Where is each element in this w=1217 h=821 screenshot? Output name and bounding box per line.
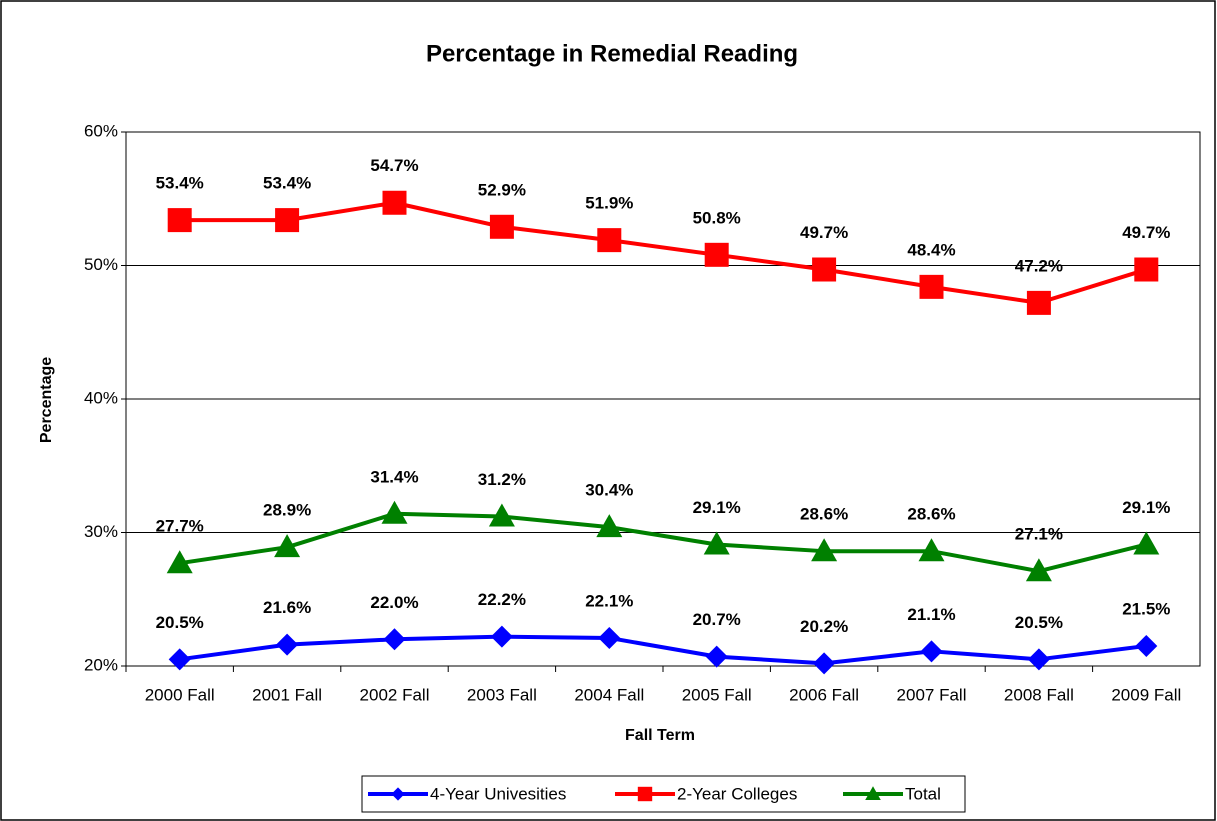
legend-marker bbox=[391, 787, 405, 801]
data-point bbox=[920, 640, 943, 663]
y-tick-label: 60% bbox=[84, 121, 118, 140]
data-label: 22.1% bbox=[585, 591, 633, 610]
data-point bbox=[1027, 648, 1050, 671]
data-label: 20.5% bbox=[1015, 613, 1063, 632]
data-point bbox=[1135, 634, 1158, 657]
y-tick-label: 40% bbox=[84, 388, 118, 407]
data-point bbox=[811, 538, 838, 562]
data-label: 20.2% bbox=[800, 617, 848, 636]
data-point bbox=[166, 550, 193, 574]
data-label: 28.9% bbox=[263, 501, 311, 520]
data-label: 31.4% bbox=[370, 467, 418, 486]
y-axis-title: Percentage bbox=[38, 357, 55, 443]
legend-marker bbox=[637, 786, 653, 802]
data-point bbox=[597, 228, 622, 253]
x-tick-label: 2000 Fall bbox=[145, 685, 215, 704]
data-point bbox=[919, 274, 944, 299]
data-label: 29.1% bbox=[693, 498, 741, 517]
data-point bbox=[488, 503, 515, 527]
chart-title: Percentage in Remedial Reading bbox=[426, 40, 798, 67]
x-tick-label: 2005 Fall bbox=[682, 685, 752, 704]
data-label: 47.2% bbox=[1015, 256, 1063, 275]
legend-label: Total bbox=[905, 784, 941, 803]
data-point bbox=[383, 628, 406, 651]
data-point bbox=[1134, 257, 1159, 282]
data-label: 49.7% bbox=[800, 223, 848, 242]
series-line bbox=[179, 511, 1147, 574]
legend-label: 2-Year Colleges bbox=[677, 784, 797, 803]
data-label: 53.4% bbox=[263, 174, 311, 193]
x-tick-label: 2003 Fall bbox=[467, 685, 537, 704]
data-label: 20.7% bbox=[693, 610, 741, 629]
x-tick-label: 2009 Fall bbox=[1111, 685, 1181, 704]
data-point bbox=[381, 500, 408, 524]
x-tick-label: 2002 Fall bbox=[360, 685, 430, 704]
data-label: 28.6% bbox=[907, 505, 955, 524]
data-label: 22.2% bbox=[478, 590, 526, 609]
data-label: 22.0% bbox=[370, 593, 418, 612]
data-point bbox=[275, 208, 300, 233]
x-axis-title: Fall Term bbox=[625, 727, 695, 744]
data-label: 27.7% bbox=[156, 517, 204, 536]
data-point bbox=[1026, 290, 1051, 315]
series-line bbox=[179, 634, 1147, 666]
data-label: 29.1% bbox=[1122, 498, 1170, 517]
legend-marker bbox=[865, 786, 881, 800]
x-tick-label: 2001 Fall bbox=[252, 685, 322, 704]
data-label: 28.6% bbox=[800, 505, 848, 524]
x-tick-label: 2004 Fall bbox=[574, 685, 644, 704]
data-point bbox=[703, 531, 730, 555]
data-point bbox=[489, 214, 514, 239]
data-label: 20.5% bbox=[156, 613, 204, 632]
data-point bbox=[168, 648, 191, 671]
data-label: 49.7% bbox=[1122, 223, 1170, 242]
data-point bbox=[596, 514, 623, 538]
x-tick-label: 2006 Fall bbox=[789, 685, 859, 704]
data-label: 52.9% bbox=[478, 180, 526, 199]
y-tick-label: 30% bbox=[84, 522, 118, 541]
data-label: 53.4% bbox=[156, 174, 204, 193]
data-point bbox=[598, 626, 621, 649]
data-label: 30.4% bbox=[585, 481, 633, 500]
data-point bbox=[490, 625, 513, 648]
data-label: 54.7% bbox=[370, 156, 418, 175]
data-point bbox=[812, 257, 837, 282]
data-point bbox=[274, 534, 301, 558]
y-tick-label: 50% bbox=[84, 255, 118, 274]
x-tick-label: 2007 Fall bbox=[897, 685, 967, 704]
data-label: 27.1% bbox=[1015, 525, 1063, 544]
data-point bbox=[705, 645, 728, 668]
data-label: 48.4% bbox=[907, 240, 955, 259]
data-point bbox=[1133, 531, 1160, 555]
data-point bbox=[1025, 558, 1052, 582]
data-point bbox=[276, 633, 299, 656]
series-line bbox=[179, 200, 1147, 305]
data-point bbox=[167, 208, 192, 233]
data-point bbox=[382, 190, 407, 215]
data-label: 51.9% bbox=[585, 194, 633, 213]
data-label: 21.6% bbox=[263, 598, 311, 617]
data-label: 21.5% bbox=[1122, 599, 1170, 618]
legend-label: 4-Year Univesities bbox=[430, 784, 566, 803]
data-point bbox=[918, 538, 945, 562]
y-tick-label: 20% bbox=[84, 655, 118, 674]
data-point bbox=[813, 652, 836, 675]
data-point bbox=[704, 242, 729, 267]
data-label: 31.2% bbox=[478, 470, 526, 489]
data-label: 21.1% bbox=[907, 605, 955, 624]
x-tick-label: 2008 Fall bbox=[1004, 685, 1074, 704]
data-label: 50.8% bbox=[693, 208, 741, 227]
